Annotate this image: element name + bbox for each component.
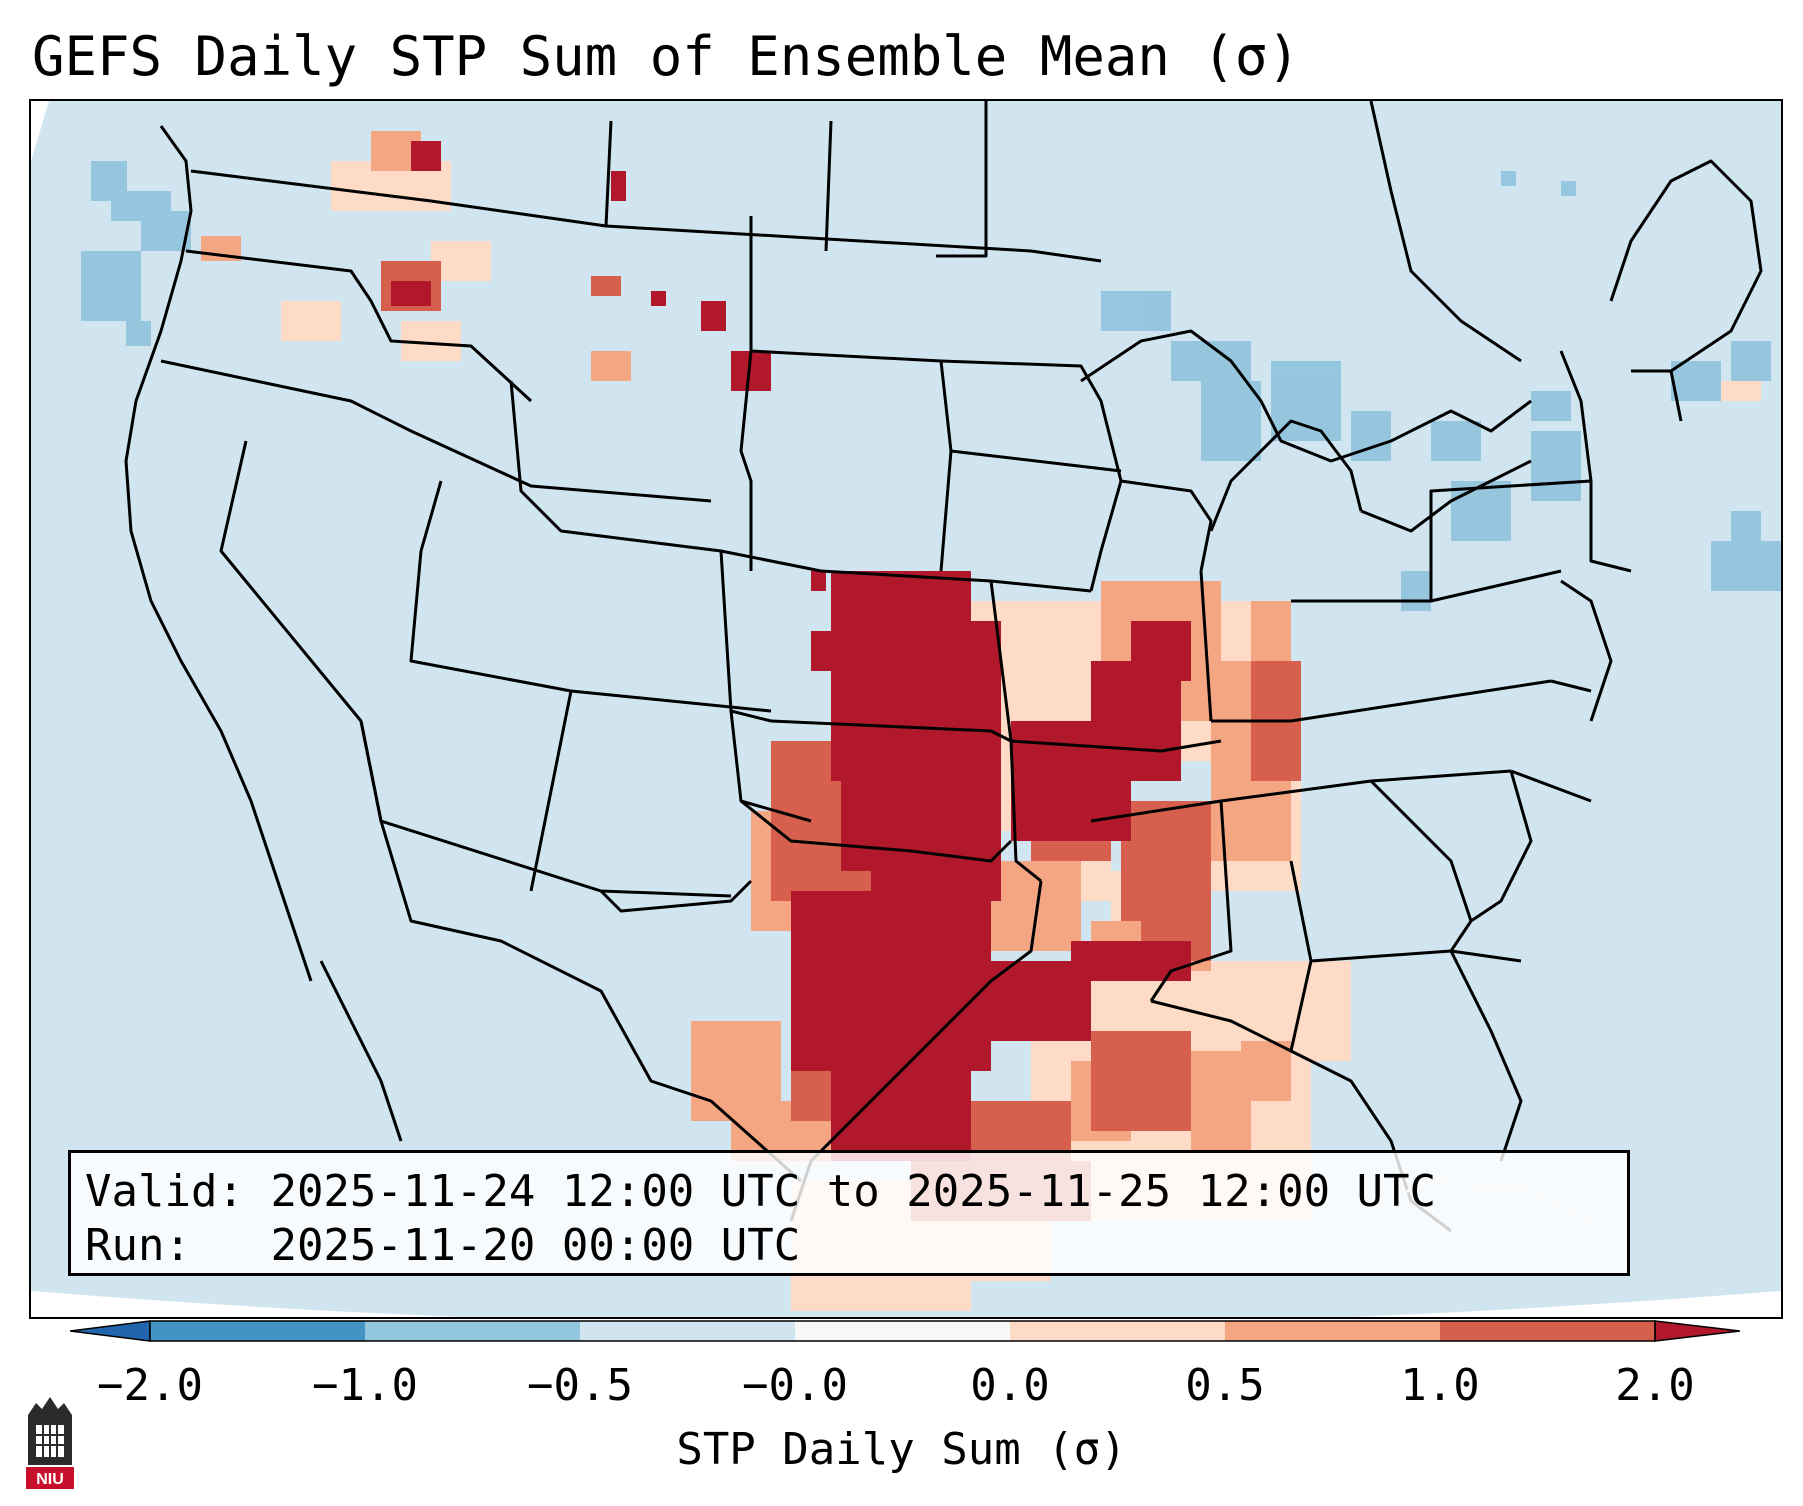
colorbar-tick: −0.5 xyxy=(527,1360,633,1411)
colorbar-tick: −1.0 xyxy=(312,1360,418,1411)
map-corner-white-tl xyxy=(31,101,49,161)
run-value: 2025-11-20 00:00 UTC xyxy=(270,1220,801,1271)
valid-value: 2025-11-24 12:00 UTC to 2025-11-25 12:00… xyxy=(270,1166,1437,1217)
colorbar-tick: 1.0 xyxy=(1400,1360,1480,1411)
valid-label: Valid: xyxy=(85,1166,244,1217)
colorbar-bin-3 xyxy=(580,1321,795,1341)
valid-row: Valid: 2025-11-24 12:00 UTC to 2025-11-2… xyxy=(85,1165,1627,1219)
colorbar-bin-6 xyxy=(1225,1321,1440,1341)
state-boundaries xyxy=(124,101,1763,1233)
map-title: GEFS Daily STP Sum of Ensemble Mean (σ) xyxy=(32,25,1300,88)
map-corner-white xyxy=(31,1291,1781,1317)
run-row: Run: 2025-11-20 00:00 UTC xyxy=(85,1219,1627,1273)
niu-logo-icon: NIU xyxy=(26,1397,74,1489)
colorbar-bin-4 xyxy=(795,1321,1010,1341)
logo-text: NIU xyxy=(36,1471,64,1488)
colorbar-low-extend xyxy=(70,1320,151,1342)
colorbar-tick: 2.0 xyxy=(1615,1360,1695,1411)
colorbar-high-extend xyxy=(1654,1320,1740,1342)
colorbar-tick: −2.0 xyxy=(97,1360,203,1411)
colorbar-tick: 0.5 xyxy=(1185,1360,1265,1411)
colorbar xyxy=(70,1320,1740,1342)
colorbar-tick: 0.0 xyxy=(970,1360,1050,1411)
run-label: Run: xyxy=(85,1220,191,1271)
valid-run-info-box: Valid: 2025-11-24 12:00 UTC to 2025-11-2… xyxy=(68,1150,1630,1276)
colorbar-label: STP Daily Sum (σ) xyxy=(676,1424,1127,1475)
colorbar-bin-2 xyxy=(365,1321,580,1341)
map-canvas xyxy=(31,101,1781,1317)
map-panel[interactable] xyxy=(29,99,1783,1319)
colorbar-outline xyxy=(149,1320,1656,1342)
colorbar-bin-7 xyxy=(1440,1321,1655,1341)
colorbar-bin-1 xyxy=(150,1321,365,1341)
colorbar-tick-labels: −2.0 −1.0 −0.5 −0.0 0.0 0.5 1.0 2.0 xyxy=(0,1360,1803,1420)
colorbar-tick: −0.0 xyxy=(742,1360,848,1411)
colorbar-bin-5 xyxy=(1010,1321,1225,1341)
